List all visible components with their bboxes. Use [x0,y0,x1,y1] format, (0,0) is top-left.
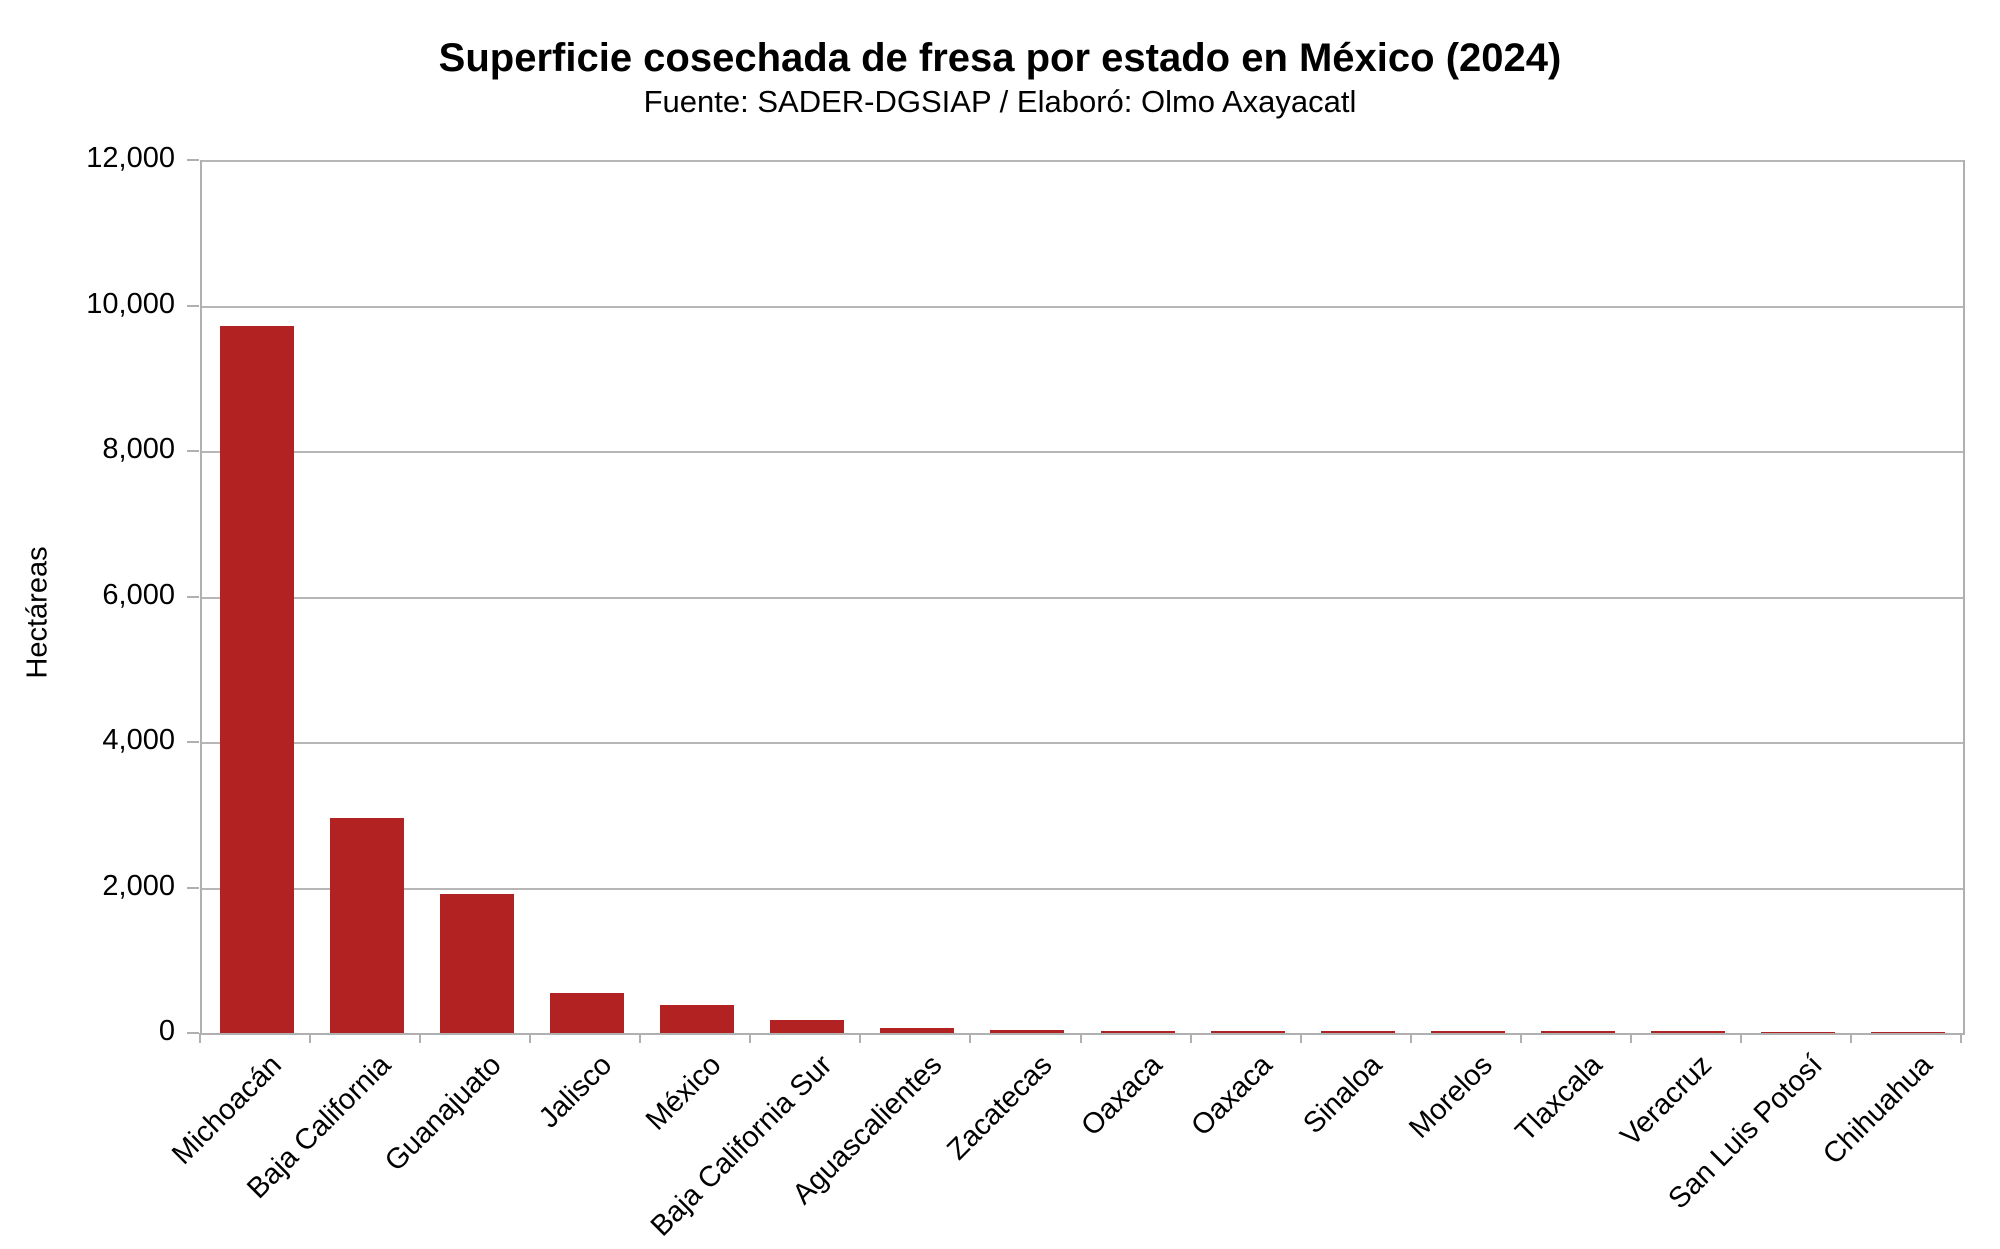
x-tick-7 [969,1033,971,1043]
x-label-méxico-4: México [640,1049,728,1137]
bar-veracruz-13 [1651,1031,1725,1033]
x-tick-11 [1410,1033,1412,1043]
chart-title: Superficie cosechada de fresa por estado… [438,36,1562,80]
x-label-oaxaca-8: Oaxaca [1074,1049,1169,1143]
bar-aguascalientes-6 [880,1028,954,1033]
x-tick-3 [529,1033,531,1043]
x-tick-4 [639,1033,641,1043]
gridline-10,000 [202,305,1963,308]
x-label-veracruz-13: Veracruz [1614,1049,1719,1153]
x-tick-16 [1960,1033,1962,1043]
x-tick-6 [859,1033,861,1043]
y-tick-6,000 [187,595,199,598]
x-tick-5 [749,1033,751,1043]
y-tick-label-0: 0 [158,1015,175,1047]
gridline-2,000 [202,887,1963,890]
bar-jalisco-3 [550,993,624,1033]
bar-chihuahua-15 [1871,1032,1945,1033]
y-tick-label-12,000: 12,000 [86,142,175,174]
bar-sinaloa-10 [1321,1031,1395,1033]
x-label-tlaxcala-12: Tlaxcala [1509,1049,1609,1148]
x-tick-8 [1080,1033,1082,1043]
bar-méxico-4 [660,1005,734,1033]
y-tick-10,000 [187,304,199,307]
x-tick-12 [1520,1033,1522,1043]
x-label-chihuahua-15: Chihuahua [1816,1049,1939,1171]
x-tick-15 [1850,1033,1852,1043]
gridline-8,000 [202,451,1963,453]
y-tick-label-10,000: 10,000 [86,287,175,320]
bar-tlaxcala-12 [1541,1031,1615,1033]
bar-oaxaca-8 [1101,1031,1175,1033]
bar-san-luis-potosí-14 [1761,1032,1835,1033]
bar-morelos-11 [1431,1031,1505,1033]
plot-area [200,160,1965,1035]
y-tick-8,000 [187,450,199,452]
x-label-zacatecas-7: Zacatecas [940,1049,1059,1167]
y-tick-label-2,000: 2,000 [102,869,175,902]
y-axis-title: Hectáreas [21,546,54,679]
x-label-morelos-11: Morelos [1402,1049,1499,1145]
gridline-4,000 [202,742,1963,744]
x-label-baja-california-sur-5: Baja California Sur [644,1049,838,1243]
bar-michoacán-0 [220,326,294,1033]
x-tick-0 [199,1033,201,1043]
y-tick-label-6,000: 6,000 [102,578,175,611]
x-label-guanajuato-2: Guanajuato [379,1049,508,1178]
bar-oaxaca-9 [1211,1031,1285,1033]
gridline-12,000 [202,160,1963,162]
y-tick-4,000 [187,741,199,743]
x-tick-1 [309,1033,311,1043]
chart-subtitle: Fuente: SADER-DGSIAP / Elaboró: Olmo Axa… [643,84,1357,119]
bar-baja-california-sur-5 [770,1020,844,1033]
x-label-jalisco-3: Jalisco [532,1049,618,1135]
bar-zacatecas-7 [990,1030,1064,1033]
x-tick-10 [1300,1033,1302,1043]
y-tick-label-4,000: 4,000 [102,724,175,756]
x-label-oaxaca-9: Oaxaca [1184,1049,1279,1143]
x-tick-14 [1740,1033,1742,1043]
gridline-6,000 [202,596,1963,599]
x-tick-13 [1630,1033,1632,1043]
x-tick-2 [419,1033,421,1043]
y-tick-12,000 [187,159,199,161]
x-label-sinaloa-10: Sinaloa [1297,1049,1389,1141]
bar-baja-california-1 [330,818,404,1033]
y-tick-0 [187,1032,199,1034]
y-tick-label-8,000: 8,000 [102,433,175,465]
bar-guanajuato-2 [440,894,514,1033]
y-tick-2,000 [187,886,199,889]
x-tick-9 [1190,1033,1192,1043]
